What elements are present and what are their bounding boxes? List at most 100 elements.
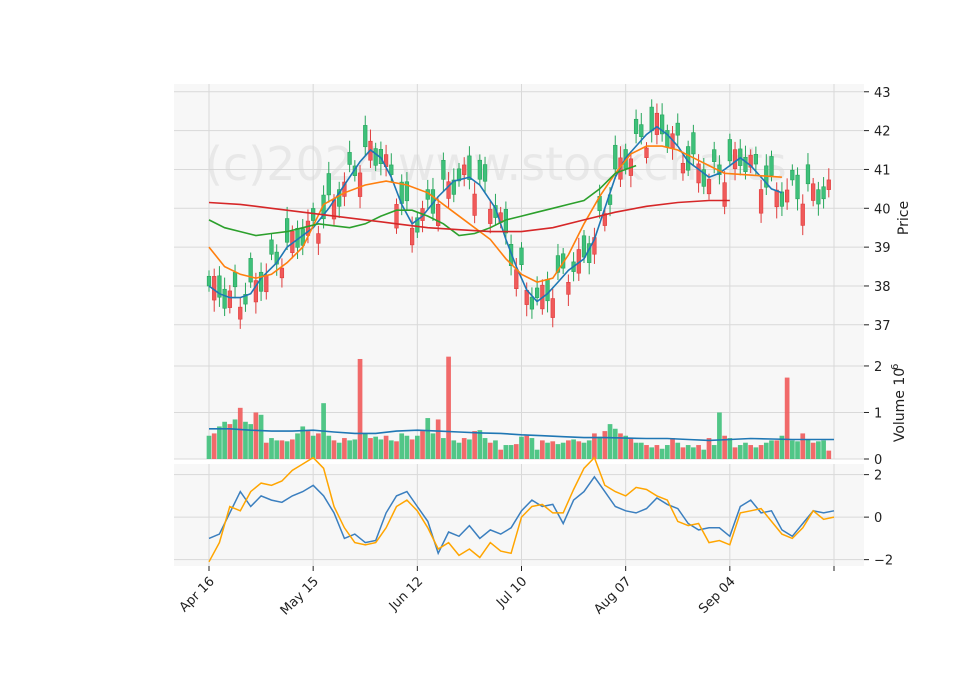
candle-body: [394, 204, 399, 229]
volume-bar: [446, 356, 451, 459]
volume-panel-bg: [174, 352, 864, 459]
candle-body: [337, 189, 342, 207]
volume-ma-line: [209, 427, 834, 442]
price-layer: [206, 99, 831, 329]
candle-body: [644, 147, 649, 158]
volume-bar: [269, 438, 274, 459]
volume-bar: [487, 442, 493, 459]
candle-body: [545, 279, 550, 302]
x-tick-label: Aug 07: [591, 574, 634, 617]
candle-body: [805, 164, 811, 185]
candle-body: [467, 155, 472, 180]
candle-body: [566, 282, 571, 295]
candle-body: [555, 255, 561, 273]
volume-bar: [519, 436, 524, 459]
candle-body: [227, 290, 232, 308]
candle-body: [696, 163, 701, 184]
candle-body: [279, 267, 285, 279]
volume-y-tick-label: 1: [874, 406, 882, 421]
volume-bar: [430, 433, 436, 459]
volume-bar: [493, 440, 498, 459]
oscillator-line-1: [208, 475, 835, 556]
volume-bar: [331, 440, 337, 459]
x-tick-label: Sep 04: [696, 574, 739, 617]
volume-bar: [576, 441, 582, 459]
volume-bar: [670, 438, 675, 459]
ma-long-line: [208, 164, 637, 237]
candle-body: [316, 233, 321, 244]
volume-bar: [211, 433, 217, 459]
candle-body: [248, 258, 253, 283]
price-y-tick-label: 37: [874, 319, 891, 334]
volume-bar: [217, 426, 222, 459]
price-y-tick-label: 39: [874, 241, 891, 256]
candle-body: [357, 172, 363, 197]
candle-body: [472, 193, 477, 216]
volume-bar: [602, 431, 608, 459]
volume-bar: [461, 438, 467, 459]
volume-bar: [451, 440, 457, 459]
candle-body: [769, 156, 774, 176]
candle-body: [264, 274, 269, 293]
volume-bar: [800, 433, 806, 459]
candle-body: [706, 179, 712, 195]
volume-bar: [222, 421, 227, 459]
candle-body: [779, 191, 785, 207]
volume-bar: [727, 438, 733, 459]
volume-bar: [691, 447, 696, 459]
volume-bar: [394, 441, 399, 459]
candle-body: [691, 132, 696, 155]
oscillator-y-tick-label: 2: [874, 469, 882, 484]
candle-body: [675, 122, 680, 136]
volume-bar: [810, 442, 816, 459]
candle-body: [451, 179, 456, 195]
x-tick-label: Apr 16: [177, 574, 218, 615]
candle-body: [795, 174, 800, 200]
candle-body: [800, 203, 805, 226]
candle-body: [701, 169, 706, 187]
oscillator-layer: [208, 456, 835, 563]
ma-mid-line: [208, 145, 782, 283]
volume-layer: [206, 356, 834, 459]
volume-bar: [441, 438, 446, 459]
volume-bar: [300, 426, 306, 459]
volume-bar: [388, 440, 394, 459]
candle-body: [654, 112, 660, 135]
volume-bar: [498, 449, 504, 459]
candle-body: [743, 157, 748, 173]
volume-bar: [571, 439, 576, 459]
candle-body: [415, 217, 420, 233]
price-y-tick-label: 43: [874, 86, 891, 101]
volume-bar: [550, 441, 556, 459]
candle-body: [258, 271, 264, 292]
volume-bar: [227, 424, 233, 459]
volume-bar: [336, 442, 342, 459]
volume-bar: [664, 445, 670, 459]
volume-bar: [623, 435, 629, 459]
candle-body: [488, 208, 493, 224]
volume-bar: [263, 442, 269, 459]
candle-body: [821, 186, 826, 200]
volume-bar: [482, 438, 488, 459]
volume-bar: [555, 444, 561, 459]
candle-body: [410, 227, 415, 246]
candle-body: [441, 160, 446, 180]
oscillator-y-tick-label: 0: [874, 511, 882, 526]
volume-bar: [503, 445, 509, 459]
volume-bar: [774, 440, 780, 459]
candle-body: [790, 169, 795, 181]
volume-bar: [373, 436, 379, 459]
candle-body: [206, 275, 212, 287]
volume-bar: [826, 450, 832, 459]
volume-bar: [737, 445, 743, 459]
candle-body: [311, 208, 316, 221]
candle-body: [581, 235, 587, 258]
volume-bar: [784, 377, 790, 459]
volume-bar: [696, 445, 701, 459]
volume-bar: [758, 445, 764, 459]
candle-body: [232, 272, 238, 288]
volume-bar: [347, 440, 352, 459]
candle-body: [660, 114, 665, 135]
volume-bar: [566, 440, 571, 459]
